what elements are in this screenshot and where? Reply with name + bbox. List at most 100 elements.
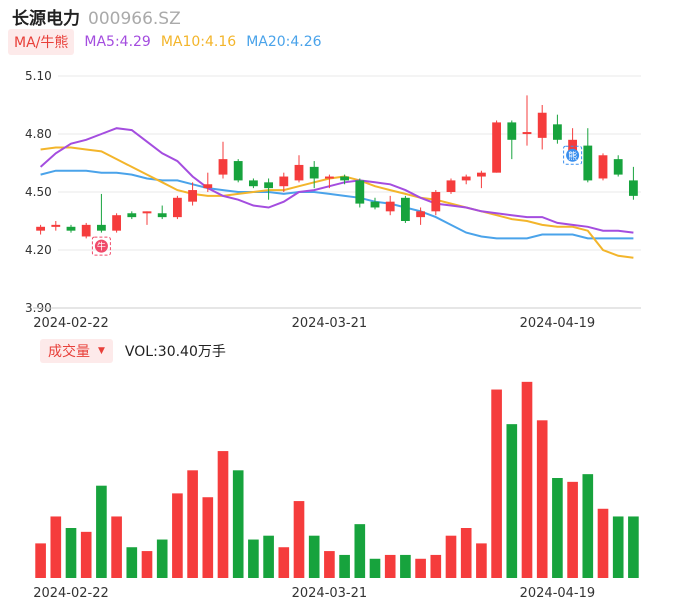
ma10-line — [40, 146, 634, 259]
volume-indicator-selector[interactable]: 成交量 ▼ — [40, 339, 113, 363]
volume-bar — [460, 528, 472, 578]
volume-date-tick: 2024-04-19 — [520, 586, 596, 601]
volume-bar — [141, 551, 153, 578]
candle-body — [552, 124, 562, 140]
volume-bar — [445, 535, 457, 578]
candle-body — [127, 213, 137, 218]
price-axis-tick: 4.50 — [25, 185, 52, 199]
ma10-legend-label: MA10:4.16 — [160, 34, 237, 50]
candle-body — [355, 180, 365, 204]
candle-body — [416, 211, 426, 218]
ma-legend: MA/牛熊 MA5:4.29 MA10:4.16 MA20:4.26 — [8, 29, 322, 55]
ma20-line — [40, 169, 634, 240]
volume-bar — [597, 508, 609, 578]
candle-body — [157, 213, 167, 218]
volume-bar — [582, 474, 594, 578]
volume-bar — [612, 516, 624, 578]
candle-body — [613, 159, 623, 175]
ma5-legend-label: MA5:4.29 — [84, 34, 151, 50]
volume-bar — [384, 554, 396, 578]
candle-body — [446, 180, 456, 192]
volume-bar — [476, 543, 487, 578]
bull-signal-icon — [94, 239, 108, 253]
candle-body — [294, 164, 304, 181]
volume-bar — [111, 516, 122, 578]
volume-bar — [567, 481, 578, 578]
candle-body — [492, 122, 502, 173]
volume-bar — [293, 501, 305, 578]
volume-bar — [308, 535, 320, 578]
volume-bar — [506, 424, 518, 578]
candle-body — [385, 201, 395, 212]
volume-bar — [324, 551, 335, 578]
candle-body — [218, 159, 228, 175]
volume-bar — [536, 420, 548, 578]
volume-bar — [187, 470, 198, 578]
bear-signal-icon — [566, 148, 580, 162]
bear-signal-frame — [563, 145, 583, 165]
price-axis-tick: 5.10 — [25, 69, 52, 83]
candle-body — [537, 112, 547, 138]
caret-down-icon: ▼ — [98, 346, 105, 356]
candle-body — [628, 180, 638, 196]
volume-bar — [248, 539, 259, 578]
date-axis-tick: 2024-04-19 — [520, 316, 596, 331]
bull-signal-label: 牛 — [97, 241, 106, 253]
candle-body — [309, 166, 319, 179]
chart-header: 长源电力 000966.SZ — [12, 4, 181, 29]
candle-body — [172, 197, 182, 218]
candle-body — [264, 182, 274, 189]
candle-body — [279, 176, 289, 187]
volume-bar — [80, 531, 92, 578]
candle-body — [431, 192, 441, 212]
volume-bar — [628, 516, 639, 578]
price-axis-tick: 4.20 — [25, 243, 52, 257]
stock-name: 长源电力 — [12, 9, 80, 29]
candle-body — [203, 184, 213, 189]
price-axis-tick: 4.80 — [25, 127, 52, 141]
candle-body — [96, 224, 106, 231]
volume-bar — [263, 535, 274, 578]
candle-body — [248, 180, 258, 187]
candle-body — [583, 145, 593, 181]
ma20-legend-label: MA20:4.26 — [246, 34, 322, 50]
candle-body — [66, 226, 76, 231]
volume-bar — [156, 539, 168, 578]
volume-bar — [172, 493, 183, 578]
volume-bar — [552, 478, 563, 578]
candle-body — [568, 139, 578, 152]
candle-body — [233, 161, 243, 181]
volume-bar — [202, 497, 214, 578]
volume-bar — [521, 381, 533, 578]
volume-bar — [491, 389, 502, 578]
volume-bar — [96, 485, 107, 578]
volume-bar — [400, 554, 411, 578]
candle-body — [142, 211, 152, 214]
candle-body — [507, 122, 517, 140]
candle-body — [36, 226, 46, 231]
date-axis-tick: 2024-02-22 — [33, 316, 109, 331]
volume-bar — [232, 470, 244, 578]
volume-bar — [369, 558, 381, 578]
volume-bar — [35, 543, 46, 578]
volume-bar — [415, 558, 426, 578]
ma-indicator-selector[interactable]: MA/牛熊 — [8, 29, 75, 55]
volume-value: VOL:30.40万手 — [124, 344, 226, 360]
candle-body — [112, 215, 122, 231]
volume-bar — [217, 451, 229, 578]
candle-body — [522, 132, 532, 135]
candle-body — [476, 172, 486, 177]
candle-body — [81, 224, 91, 237]
bear-signal-label: 熊 — [568, 150, 577, 162]
volume-bar — [126, 547, 138, 578]
stock-code: 000966.SZ — [88, 9, 181, 29]
volume-bar — [50, 516, 62, 578]
candle-body — [370, 201, 380, 208]
date-axis-tick: 2024-03-21 — [292, 316, 368, 331]
candle-body — [324, 176, 334, 179]
volume-bar — [430, 554, 442, 578]
volume-bar — [354, 524, 366, 578]
volume-date-tick: 2024-03-21 — [292, 586, 368, 601]
volume-legend: 成交量 ▼ VOL:30.40万手 — [40, 339, 226, 363]
